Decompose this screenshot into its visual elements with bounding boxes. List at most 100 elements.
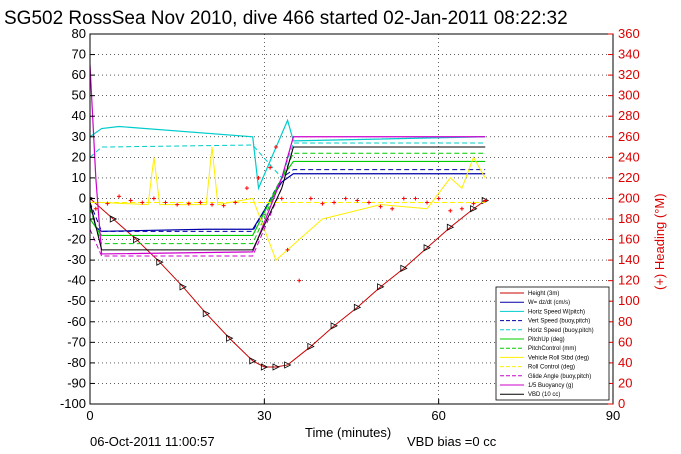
y2-tick-label: 320 xyxy=(618,67,640,82)
y2-tick-label: 40 xyxy=(618,355,632,370)
heading-point xyxy=(448,208,453,213)
heading-point xyxy=(273,145,278,150)
y-tick-label: -100 xyxy=(60,396,86,411)
heading-point xyxy=(117,194,122,199)
legend-entry-label: Height (3m) xyxy=(528,291,559,297)
y2-tick-label: 60 xyxy=(618,334,632,349)
heading-point xyxy=(355,198,360,203)
depth-point-marker xyxy=(156,258,164,266)
legend: Height (3m) W= dz/dt (cm/s) Horiz Speed W(… xyxy=(495,286,610,401)
x-tick-label: 0 xyxy=(86,408,93,423)
vbd-line xyxy=(90,146,486,251)
y-tick-label: -60 xyxy=(67,314,86,329)
heading-point xyxy=(186,201,191,206)
heading-point xyxy=(308,196,313,201)
y-tick-label: 80 xyxy=(72,26,86,41)
horiz-speed-line xyxy=(90,118,486,191)
y-tick-label: 40 xyxy=(72,108,86,123)
vert-speed-model-line xyxy=(90,169,486,232)
horiz-speed-model-line xyxy=(90,142,486,179)
x-axis-label: Time (minutes) xyxy=(305,425,391,440)
y2-axis-label: (+) Heading (°M) xyxy=(652,193,667,290)
depth-point-marker xyxy=(470,205,478,213)
legend-entry-label: Vehicle Roll Stbd (deg) xyxy=(528,355,589,361)
y2-tick-label: 200 xyxy=(618,190,640,205)
legend-entry-label: Roll Control (deg) xyxy=(528,365,575,371)
heading-point xyxy=(378,204,383,209)
heading-point xyxy=(436,196,441,201)
heading-point xyxy=(233,200,238,205)
y2-tick-label: 20 xyxy=(618,375,632,390)
y-tick-label: -30 xyxy=(67,252,86,267)
depth-point-marker xyxy=(109,215,118,223)
legend-entry-label: 1/5 Buoyancy (g) xyxy=(528,383,573,389)
roll-line xyxy=(90,147,486,261)
heading-point xyxy=(332,200,337,205)
depth-point-marker xyxy=(260,363,269,371)
y-tick-label: 0 xyxy=(79,190,86,205)
heading-point xyxy=(343,196,348,201)
vbd-bias-label: VBD bias =0 cc xyxy=(407,434,497,449)
heading-point xyxy=(105,201,110,206)
glide-angle-line xyxy=(90,146,486,257)
heading-point xyxy=(366,200,371,205)
heading-point xyxy=(175,202,180,207)
y2-tick-label: 360 xyxy=(618,26,640,41)
y2-tick-label: 340 xyxy=(618,47,640,62)
legend-entry-label: PitchControl (mm) xyxy=(528,346,576,352)
y-tick-label: 50 xyxy=(72,88,86,103)
x-tick-label: 90 xyxy=(606,408,620,423)
heading-point xyxy=(221,203,226,208)
y-tick-label: 10 xyxy=(72,170,86,185)
legend-entry-label: Horiz Speed W(pitch) xyxy=(528,309,585,315)
depth-point-marker xyxy=(400,264,408,272)
legend-entry-label: W= dz/dt (cm/s) xyxy=(528,300,570,306)
y-tick-label: -70 xyxy=(67,334,86,349)
heading-point xyxy=(401,196,406,201)
depth-point-marker xyxy=(446,223,455,231)
heading-point xyxy=(297,278,302,283)
legend-entry-label: Horiz Speed (buoy,pitch) xyxy=(528,328,594,334)
y-tick-label: -10 xyxy=(67,211,86,226)
y2-tick-label: 260 xyxy=(618,129,640,144)
heading-point xyxy=(268,165,273,170)
y2-tick-label: 80 xyxy=(618,314,632,329)
depth-point-marker xyxy=(377,283,385,291)
y-tick-label: -50 xyxy=(67,293,86,308)
depth-point-marker xyxy=(307,342,315,351)
heading-point xyxy=(93,206,98,211)
heading-point xyxy=(256,175,261,180)
depth-point-marker xyxy=(423,244,431,252)
y2-tick-label: 0 xyxy=(618,396,625,411)
depth-point-marker xyxy=(133,235,141,244)
y-tick-label: 30 xyxy=(72,129,86,144)
legend-entry-label: Glide Angle (buoy,pitch) xyxy=(528,374,591,380)
chart-title: SG502 RossSea Nov 2010, dive 466 started… xyxy=(4,8,568,29)
heading-point xyxy=(425,200,430,205)
y2-tick-label: 140 xyxy=(618,252,640,267)
heading-point xyxy=(244,186,249,191)
y-tick-label: -90 xyxy=(67,375,86,390)
heading-point xyxy=(483,198,488,203)
y2-tick-label: 120 xyxy=(618,273,640,288)
y2-tick-label: 100 xyxy=(618,293,640,308)
y2-tick-label: 160 xyxy=(618,232,640,247)
series-layer xyxy=(90,64,490,371)
heading-point xyxy=(151,196,156,201)
heading-point xyxy=(413,196,418,201)
heading-point xyxy=(140,200,145,205)
tick-layer: -100-90-80-70-60-50-40-30-20-10010203040… xyxy=(60,26,640,423)
heading-point xyxy=(210,202,215,207)
y-tick-label: 60 xyxy=(72,67,86,82)
depth-point-marker xyxy=(272,363,280,371)
heading-point xyxy=(128,198,133,203)
x-tick-label: 30 xyxy=(257,408,271,423)
depth-point-marker xyxy=(226,334,234,342)
legend-entry-label: Vert Speed (buoy,pitch) xyxy=(528,319,590,325)
heading-point xyxy=(471,201,476,206)
heading-point xyxy=(198,200,203,205)
depth-point-marker xyxy=(353,303,362,312)
buoyancy-line xyxy=(90,64,486,255)
depth-point-marker xyxy=(249,357,257,365)
